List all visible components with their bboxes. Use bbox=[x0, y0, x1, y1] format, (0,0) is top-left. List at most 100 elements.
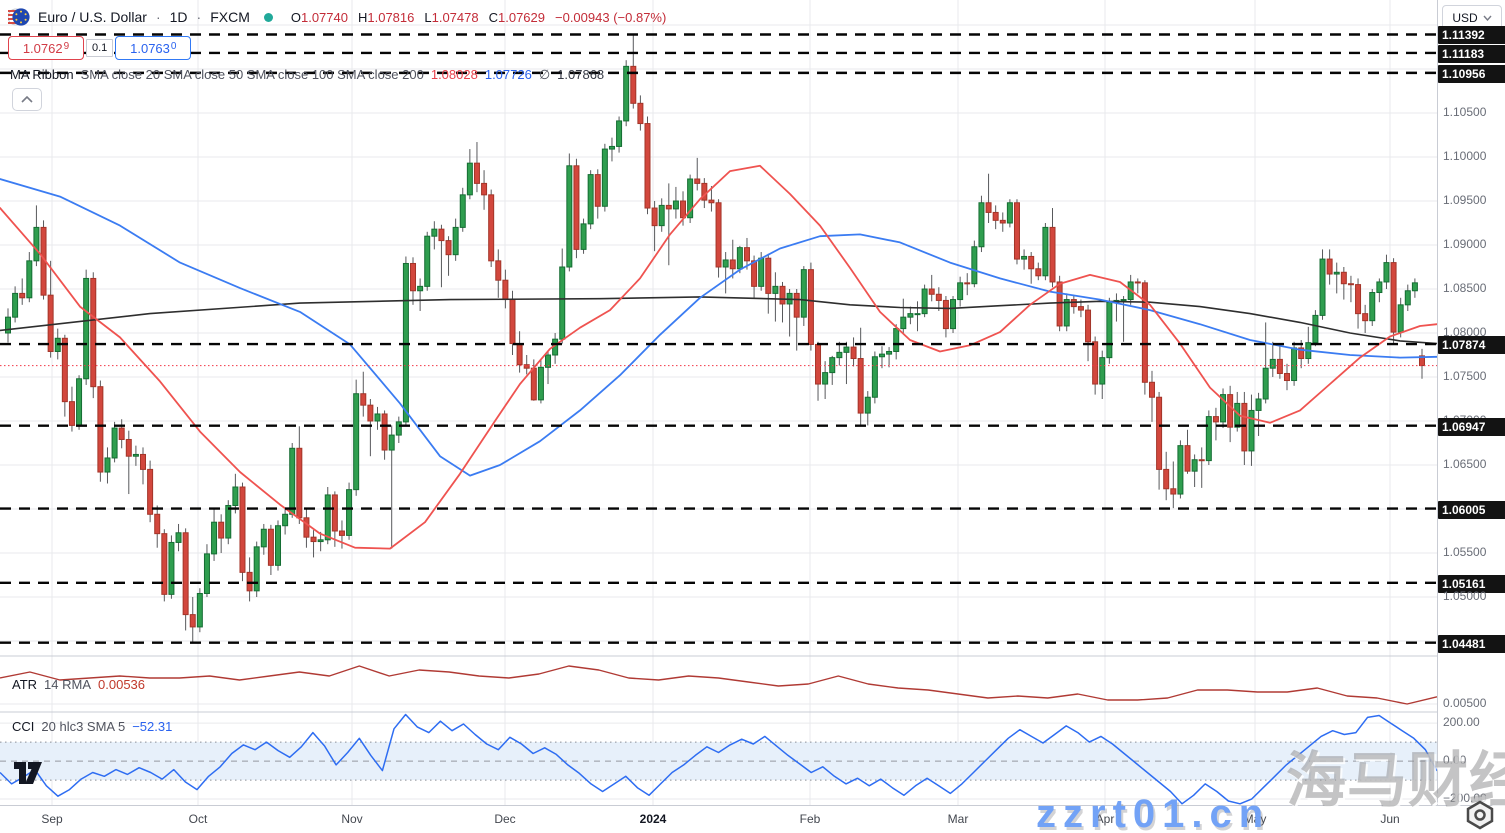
ohlc-values: O1.07740 H1.07816 L1.07478 C1.07629 −0.0… bbox=[291, 10, 666, 25]
symbol-legend[interactable]: Euro / U.S. Dollar · 1D · FXCM O1.07740 … bbox=[7, 6, 666, 28]
candle-up bbox=[1262, 367, 1269, 400]
candle-down bbox=[751, 260, 758, 287]
time-axis-label: Nov bbox=[341, 812, 363, 826]
candle-down bbox=[154, 513, 161, 535]
interval-label[interactable]: 1D bbox=[169, 9, 188, 25]
candle-up bbox=[353, 393, 360, 491]
sell-button[interactable]: 1.0762 9 bbox=[8, 36, 84, 60]
candle-up bbox=[282, 513, 289, 527]
candle-up bbox=[317, 539, 324, 543]
candle-up bbox=[33, 226, 40, 262]
symbol-title[interactable]: Euro / U.S. Dollar bbox=[38, 9, 147, 25]
candle-up bbox=[921, 288, 928, 315]
time-axis[interactable]: Sep Oct Nov Dec 2024 Feb Mar Apr May Jun bbox=[0, 805, 1505, 833]
candle-down bbox=[1198, 459, 1205, 462]
candle-down bbox=[779, 285, 786, 305]
exchange-label[interactable]: FXCM bbox=[210, 9, 250, 25]
ma-ribbon-title: MA Ribbon bbox=[10, 67, 74, 82]
cci-axis-label: −200.00 bbox=[1443, 791, 1487, 806]
candle-up bbox=[132, 453, 139, 457]
candle-down bbox=[267, 528, 274, 566]
buy-button[interactable]: 1.0763 0 bbox=[115, 36, 192, 60]
candle-down bbox=[488, 194, 495, 262]
candle-down bbox=[97, 386, 104, 473]
price-axis-label: 1.08500 bbox=[1443, 280, 1487, 295]
sell-pip: 9 bbox=[63, 40, 70, 52]
cci-legend[interactable]: CCI 20 hlc3 SMA 5 −52.31 bbox=[12, 719, 172, 734]
sma20-value: 1.08028 bbox=[430, 67, 478, 82]
candle-up bbox=[566, 165, 573, 268]
candle-down bbox=[310, 536, 317, 543]
low-value: 1.07478 bbox=[431, 9, 479, 25]
high-value: 1.07816 bbox=[367, 9, 415, 25]
candle-down bbox=[1340, 271, 1347, 285]
candle-down bbox=[481, 182, 488, 196]
candle-down bbox=[1035, 268, 1042, 277]
candle-down bbox=[1362, 313, 1369, 322]
price-axis-badge: 1.05161 bbox=[1438, 574, 1505, 593]
atr-params: 14 RMA bbox=[44, 677, 92, 692]
candle-down bbox=[495, 260, 502, 281]
candle-down bbox=[1156, 396, 1163, 470]
candle-up bbox=[722, 259, 729, 268]
candle-up bbox=[76, 378, 83, 426]
candle-down bbox=[367, 404, 374, 422]
market-status-dot[interactable] bbox=[263, 12, 273, 22]
candle-down bbox=[147, 468, 154, 515]
candle-down bbox=[694, 178, 701, 184]
candle-down bbox=[118, 427, 125, 440]
candle-up bbox=[608, 145, 615, 150]
atr-legend[interactable]: ATR 14 RMA 0.00536 bbox=[12, 677, 145, 692]
candle-up bbox=[289, 447, 296, 515]
candle-down bbox=[729, 259, 736, 270]
candle-up bbox=[658, 204, 665, 227]
candle-down bbox=[502, 279, 509, 301]
candle-up bbox=[211, 521, 218, 555]
candle-up bbox=[687, 178, 694, 219]
candle-up bbox=[203, 553, 210, 594]
candle-up bbox=[843, 346, 850, 353]
candle-up bbox=[836, 351, 843, 359]
candle-up bbox=[1006, 202, 1013, 224]
candle-up bbox=[893, 328, 900, 352]
chevron-down-icon bbox=[1483, 15, 1492, 21]
candle-down bbox=[793, 292, 800, 318]
time-axis-label: Apr bbox=[1095, 812, 1115, 826]
candle-up bbox=[324, 494, 331, 541]
candle-up bbox=[431, 228, 438, 237]
candle-down bbox=[815, 343, 822, 385]
price-axis-badge: 1.04481 bbox=[1438, 634, 1505, 653]
price-axis[interactable]: USD 1.11392 1.11183 1.10956 1.10500 1.10000 1… bbox=[1437, 0, 1505, 805]
candle-down bbox=[1085, 309, 1092, 343]
candle-down bbox=[708, 199, 715, 204]
candle-down bbox=[1298, 347, 1305, 360]
candle-up bbox=[111, 427, 118, 459]
price-axis-badge: 1.11183 bbox=[1438, 44, 1505, 63]
price-axis-label: 1.05500 bbox=[1443, 545, 1487, 559]
candle-down bbox=[680, 200, 687, 219]
candle-up bbox=[1021, 255, 1028, 260]
atr-title: ATR bbox=[12, 677, 38, 692]
ma-ribbon-legend[interactable]: MA Ribbon SMA close 20 SMA close 50 SMA … bbox=[10, 67, 604, 83]
price-axis-badge: 1.10956 bbox=[1438, 64, 1505, 83]
candle-down bbox=[942, 299, 949, 330]
candle-down bbox=[182, 532, 189, 616]
candle-up bbox=[1106, 301, 1113, 359]
cci-params: 20 hlc3 SMA 5 bbox=[41, 719, 126, 734]
collapse-legend-button[interactable] bbox=[12, 88, 42, 111]
candle-up bbox=[395, 421, 402, 436]
candle-up bbox=[1063, 299, 1070, 327]
candle-up bbox=[950, 299, 957, 330]
candle-up bbox=[1205, 416, 1212, 462]
candle-up bbox=[260, 528, 267, 548]
time-axis-label: Jun bbox=[1380, 812, 1400, 826]
candle-down bbox=[1134, 281, 1141, 284]
candle-down bbox=[1355, 284, 1362, 315]
candle-up bbox=[900, 316, 907, 330]
candle-down bbox=[61, 337, 68, 403]
price-axis-label: 1.09500 bbox=[1443, 192, 1487, 207]
time-axis-label: May bbox=[1243, 812, 1267, 826]
candle-up bbox=[175, 532, 182, 543]
candle-up bbox=[1255, 398, 1262, 411]
